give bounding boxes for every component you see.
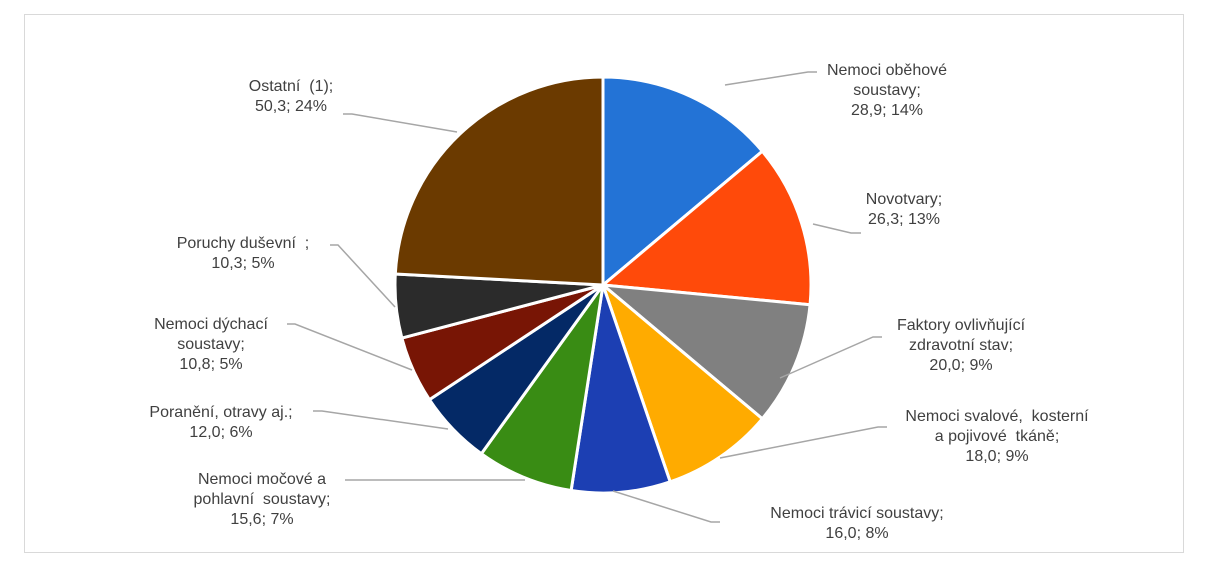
data-labels: Nemoci oběhové soustavy; 28,9; 14% Novotvar… [149, 62, 1089, 542]
data-label-line: 10,8; 5% [179, 356, 242, 373]
data-label-line: Faktory ovlivňující [897, 317, 1026, 334]
pie-slice-10 [393, 75, 605, 287]
leader-line-4 [719, 426, 887, 459]
data-label-2: Novotvary; 26,3; 13% [866, 191, 942, 228]
data-label-4: Nemoci svalové, kosterní a pojivové tkáně… [905, 408, 1089, 465]
data-label-line: 20,0; 9% [929, 357, 992, 374]
data-label-line: soustavy; [177, 336, 245, 353]
data-label-6: Nemoci močové a pohlavní soustavy; 15,6; 7… [194, 471, 331, 528]
data-label-line: zdravotní stav; [909, 337, 1013, 354]
data-label-line: 16,0; 8% [825, 525, 888, 542]
data-label-line: Nemoci oběhové [827, 62, 947, 79]
data-label-3: Faktory ovlivňující zdravotní stav; 20,0; … [897, 317, 1026, 374]
leader-line-3 [779, 336, 882, 379]
chart-frame: Nemoci oběhové soustavy; 28,9; 14% Novotvar… [24, 14, 1184, 553]
data-label-1: Nemoci oběhové soustavy; 28,9; 14% [827, 62, 947, 119]
data-label-line: 28,9; 14% [851, 102, 923, 119]
data-label-line: 15,6; 7% [230, 511, 293, 528]
data-label-line: Ostatní (1); [249, 78, 333, 95]
leader-line-7 [313, 410, 449, 430]
data-label-line: 26,3; 13% [868, 211, 940, 228]
data-label-line: Poranění, otravy aj.; [149, 404, 292, 421]
data-label-7: Poranění, otravy aj.; 12,0; 6% [149, 404, 292, 441]
data-label-line: 18,0; 9% [965, 448, 1028, 465]
pie-slices [393, 75, 813, 495]
pie-chart: Nemoci oběhové soustavy; 28,9; 14% Novotvar… [149, 62, 1089, 542]
pie-slice-4 [601, 283, 764, 484]
leader-line-10 [343, 113, 458, 133]
data-label-line: Novotvary; [866, 191, 942, 208]
data-label-line: 12,0; 6% [189, 424, 252, 441]
leader-line-2 [812, 223, 861, 234]
pie-slice-2 [601, 149, 813, 307]
data-label-line: Nemoci močové a [198, 471, 326, 488]
data-label-8: Nemoci dýchací soustavy; 10,8; 5% [154, 316, 268, 373]
data-label-line: soustavy; [853, 82, 921, 99]
pie-slice-3 [601, 283, 812, 421]
leader-line-9 [330, 244, 396, 308]
leader-line-1 [724, 71, 817, 86]
data-label-9: Poruchy duševní ; 10,3; 5% [177, 235, 310, 272]
data-label-line: a pojivové tkáně; [935, 428, 1060, 445]
data-label-line: 10,3; 5% [211, 255, 274, 272]
pie-slice-6 [479, 283, 605, 493]
pie-slice-1 [601, 75, 764, 287]
data-label-line: 50,3; 24% [255, 98, 327, 115]
data-label-line: Nemoci dýchací [154, 316, 268, 333]
data-label-10: Ostatní (1); 50,3; 24% [249, 78, 333, 115]
data-label-line: Nemoci trávicí soustavy; [770, 505, 943, 522]
leader-line-8 [287, 323, 413, 371]
data-label-5: Nemoci trávicí soustavy; 16,0; 8% [770, 505, 943, 542]
data-label-line: Poruchy duševní ; [177, 235, 310, 252]
leader-line-5 [612, 490, 720, 523]
data-label-line: pohlavní soustavy; [194, 491, 331, 508]
data-label-line: Nemoci svalové, kosterní [905, 408, 1089, 425]
